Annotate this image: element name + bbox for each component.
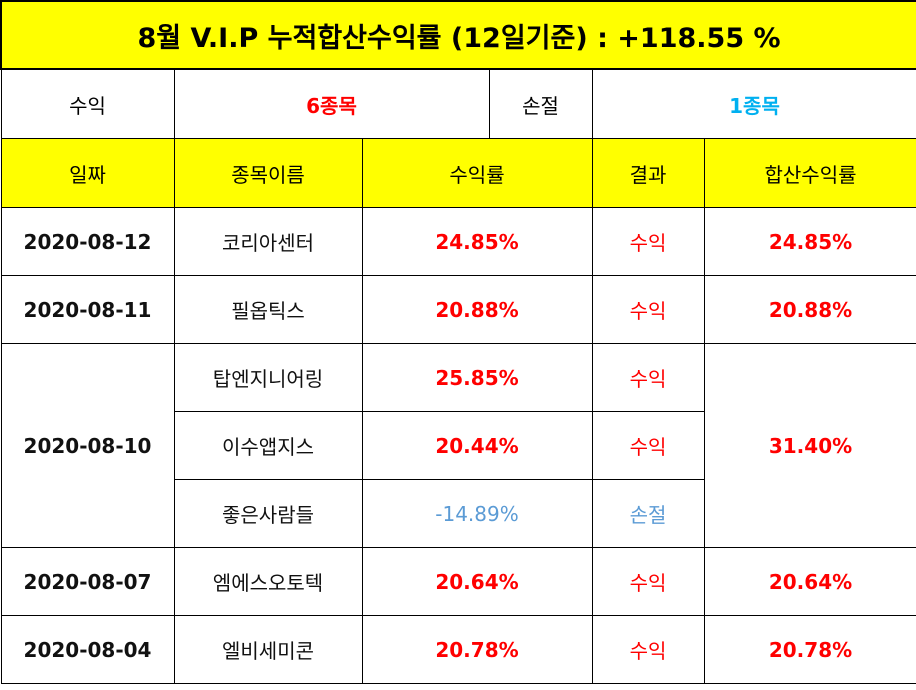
header-stock: 종목이름 — [173, 138, 363, 208]
page-title: 8월 V.I.P 누적합산수익률 (12일기준) : +118.55 % — [0, 0, 916, 70]
header-rate: 수익률 — [361, 138, 593, 208]
row-rate: 24.85% — [361, 207, 593, 276]
row-combined: 20.88% — [703, 275, 916, 344]
header-date: 일짜 — [0, 138, 175, 208]
summary-row: 수익 6종목 손절 1종목 — [0, 68, 916, 139]
row-combined: 20.78% — [703, 615, 916, 684]
table-row: 2020-08-04 엘비세미콘 20.78% 수익 20.78% — [0, 615, 916, 684]
row-result: 수익 — [591, 615, 705, 684]
summary-profit-value: 6종목 — [173, 68, 490, 139]
row-date: 2020-08-04 — [0, 615, 175, 684]
row-combined: 31.40% — [703, 343, 916, 548]
row-stock: 코리아센터 — [173, 207, 363, 276]
table-row: 이수앱지스 20.44% 수익 — [1, 411, 916, 480]
row-stock: 좋은사람들 — [173, 479, 363, 548]
row-combined: 20.64% — [703, 547, 916, 616]
row-result: 수익 — [591, 547, 705, 616]
row-stock: 엠에스오토텍 — [173, 547, 363, 616]
row-rate: 20.64% — [361, 547, 593, 616]
row-date: 2020-08-10 — [0, 343, 175, 548]
row-result: 수익 — [591, 275, 705, 344]
table-row: 2020-08-11 필옵틱스 20.88% 수익 20.88% — [0, 275, 916, 344]
summary-loss-value: 1종목 — [591, 68, 916, 139]
row-result: 수익 — [591, 411, 705, 480]
row-rate: 20.88% — [361, 275, 593, 344]
row-result: 손절 — [591, 479, 705, 548]
row-stock: 필옵틱스 — [173, 275, 363, 344]
header-combined: 합산수익률 — [703, 138, 916, 208]
summary-profit-label: 수익 — [0, 68, 175, 139]
table-row: 2020-08-12 코리아센터 24.85% 수익 24.85% — [0, 207, 916, 276]
row-stock: 이수앱지스 — [173, 411, 363, 480]
row-stock: 엘비세미콘 — [173, 615, 363, 684]
row-date: 2020-08-07 — [0, 547, 175, 616]
row-rate: -14.89% — [361, 479, 593, 548]
row-rate: 20.44% — [361, 411, 593, 480]
row-rate: 20.78% — [361, 615, 593, 684]
row-date: 2020-08-12 — [0, 207, 175, 276]
row-stock: 탑엔지니어링 — [173, 343, 363, 412]
row-combined: 24.85% — [703, 207, 916, 276]
header-row: 일짜 종목이름 수익률 결과 합산수익률 — [0, 138, 916, 208]
row-rate: 25.85% — [361, 343, 593, 412]
summary-loss-label: 손절 — [488, 68, 593, 139]
row-result: 수익 — [591, 343, 705, 412]
table-row: 2020-08-07 엠에스오토텍 20.64% 수익 20.64% — [0, 547, 916, 616]
row-date: 2020-08-11 — [0, 275, 175, 344]
table-row: 2020-08-10 탑엔지니어링 25.85% 수익 31.40% — [0, 343, 916, 548]
header-result: 결과 — [591, 138, 705, 208]
row-result: 수익 — [591, 207, 705, 276]
